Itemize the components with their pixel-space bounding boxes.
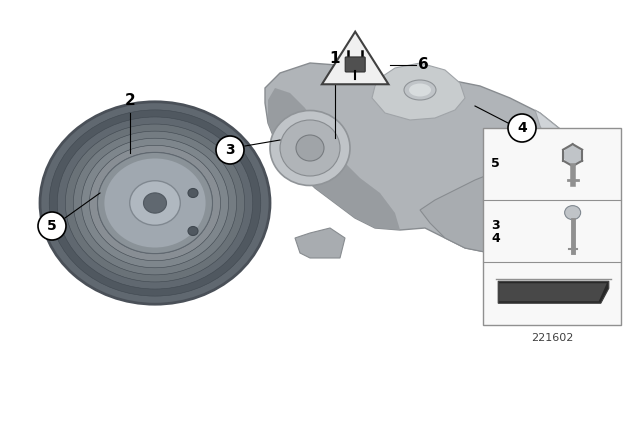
Ellipse shape — [409, 83, 431, 96]
Polygon shape — [265, 63, 575, 253]
Text: 2: 2 — [125, 93, 136, 108]
Circle shape — [216, 136, 244, 164]
Text: 221602: 221602 — [531, 333, 573, 343]
Text: 5: 5 — [492, 157, 500, 170]
Polygon shape — [499, 283, 607, 301]
Ellipse shape — [81, 138, 228, 268]
Ellipse shape — [57, 117, 253, 289]
Ellipse shape — [280, 120, 340, 176]
Ellipse shape — [74, 131, 237, 275]
Text: 4: 4 — [492, 232, 500, 245]
Polygon shape — [420, 163, 565, 253]
Ellipse shape — [188, 189, 198, 198]
FancyBboxPatch shape — [483, 128, 621, 325]
Ellipse shape — [104, 159, 205, 248]
Ellipse shape — [564, 206, 580, 220]
Ellipse shape — [97, 152, 212, 254]
Text: 5: 5 — [47, 219, 57, 233]
Ellipse shape — [40, 102, 270, 304]
Polygon shape — [498, 281, 609, 303]
Ellipse shape — [552, 133, 592, 183]
Circle shape — [38, 212, 66, 240]
Ellipse shape — [106, 159, 204, 246]
Text: 1: 1 — [330, 51, 340, 66]
Polygon shape — [372, 63, 465, 120]
Ellipse shape — [270, 111, 350, 185]
Ellipse shape — [296, 135, 324, 161]
Ellipse shape — [558, 140, 586, 176]
Ellipse shape — [130, 181, 180, 225]
Text: 3: 3 — [492, 219, 500, 232]
Circle shape — [508, 114, 536, 142]
Ellipse shape — [65, 124, 244, 282]
FancyBboxPatch shape — [345, 57, 365, 72]
Ellipse shape — [49, 110, 261, 296]
Polygon shape — [535, 110, 582, 218]
Ellipse shape — [188, 227, 198, 236]
Polygon shape — [295, 228, 345, 258]
Text: 6: 6 — [419, 57, 429, 73]
Text: 4: 4 — [517, 121, 527, 135]
Text: 3: 3 — [225, 143, 235, 157]
Ellipse shape — [143, 193, 166, 213]
Ellipse shape — [90, 145, 221, 261]
Polygon shape — [322, 32, 388, 84]
Ellipse shape — [97, 152, 212, 254]
Circle shape — [563, 146, 582, 164]
Ellipse shape — [404, 80, 436, 100]
Polygon shape — [268, 88, 400, 230]
